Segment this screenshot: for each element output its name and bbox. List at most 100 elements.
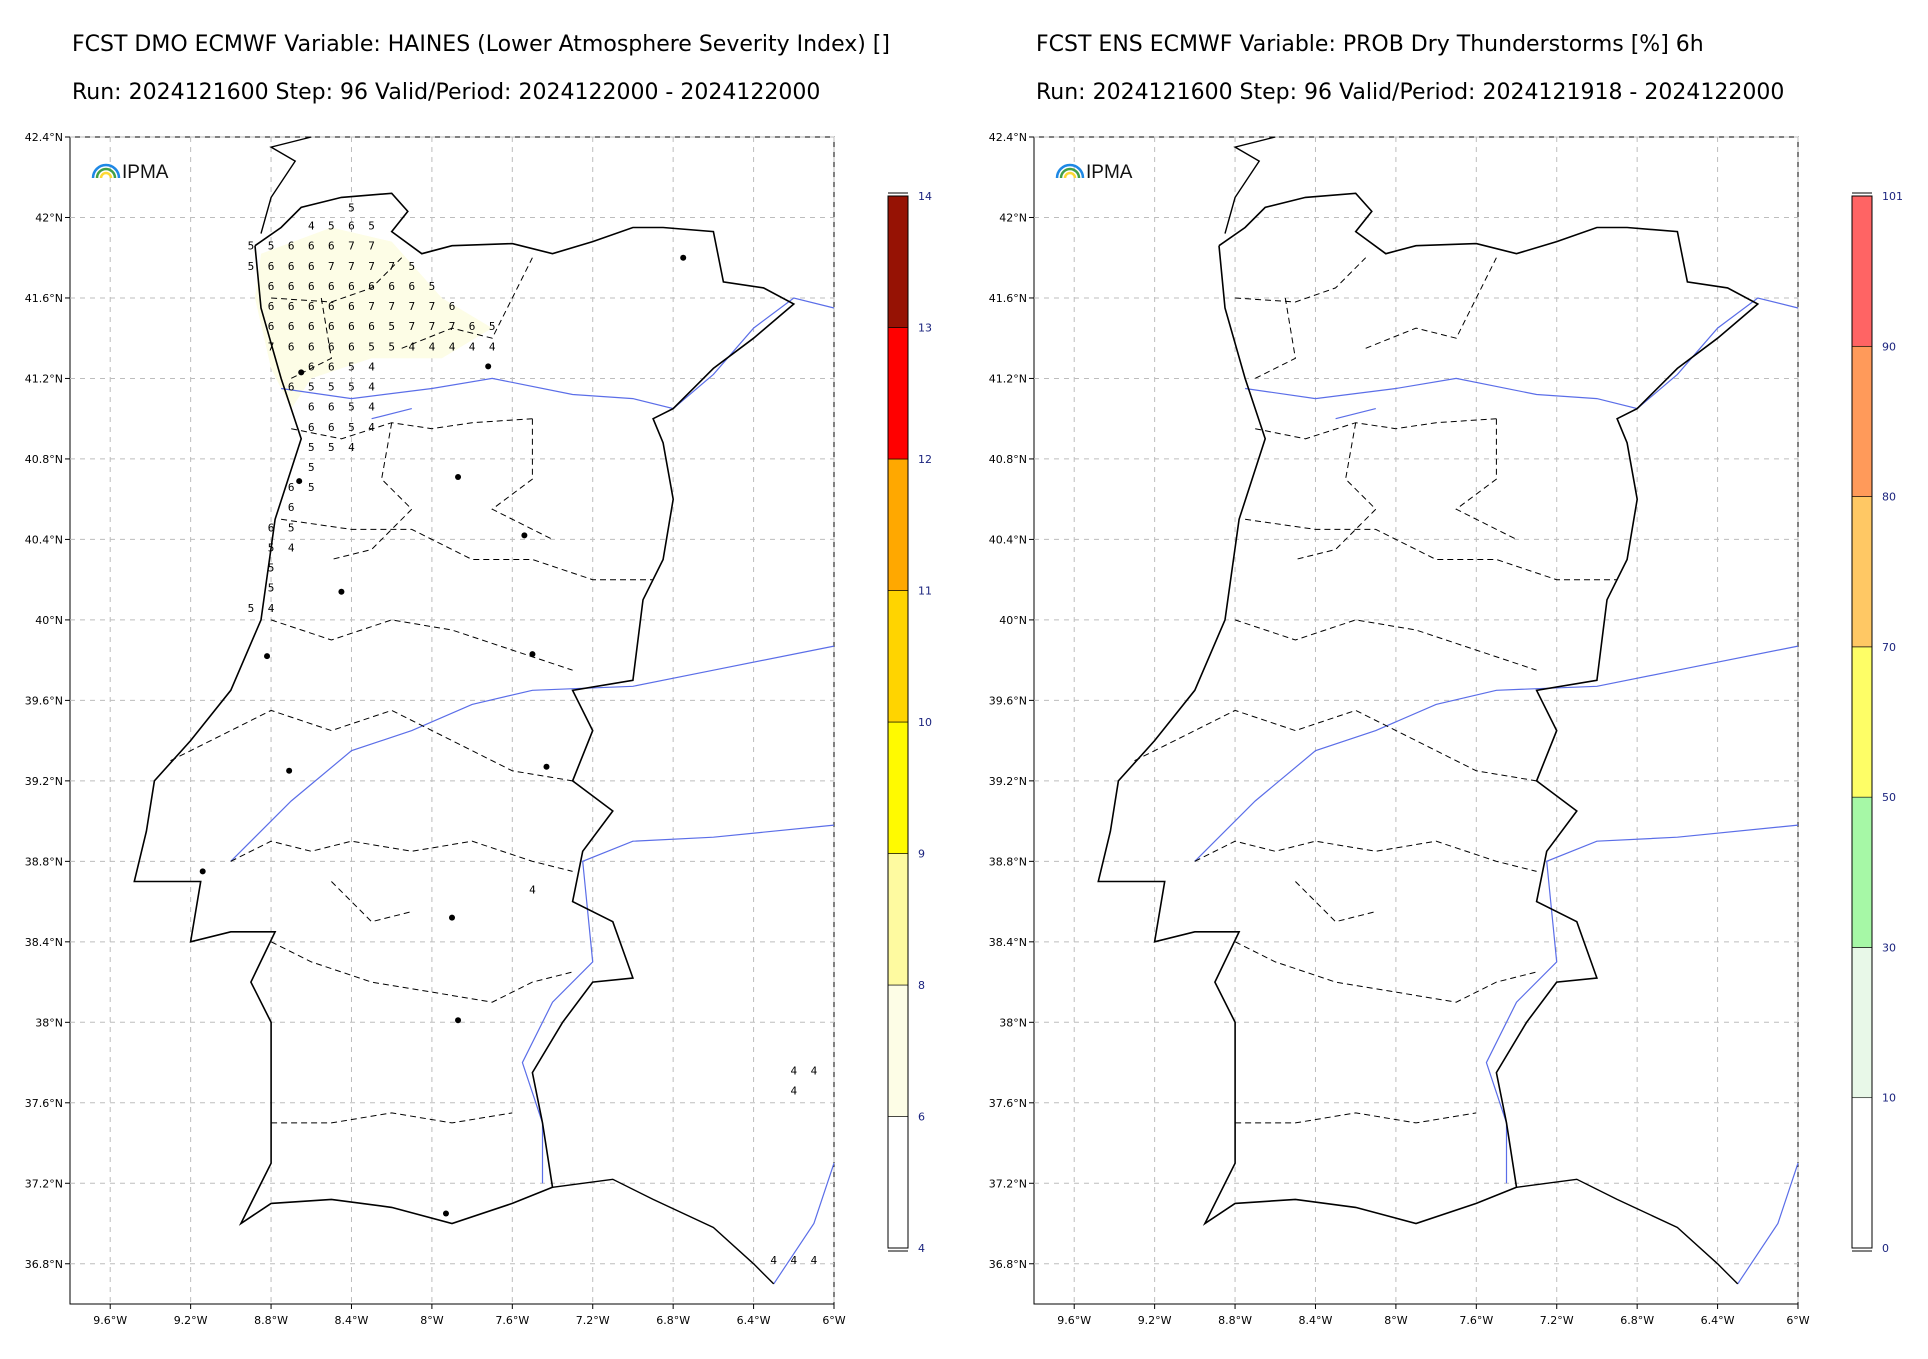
colorbar-tick-label: 9 (918, 848, 925, 861)
city-marker (485, 363, 492, 370)
colorbar-segment (887, 1116, 909, 1249)
lat-tick-label: 37.2°N (25, 1177, 63, 1190)
grid-value-label: 5 (348, 201, 355, 214)
district-boundary (1254, 297, 1296, 379)
city-marker (455, 474, 462, 481)
lat-tick-label: 42°N (999, 211, 1027, 224)
colorbar-tick-label: 8 (918, 979, 925, 992)
grid-value-label: 5 (348, 381, 355, 394)
panel-title: FCST DMO ECMWF Variable: HAINES (Lower A… (72, 32, 890, 57)
colorbar-tick-label: 70 (1882, 641, 1896, 654)
grid-value-label: 7 (268, 340, 275, 353)
grid-value-label: 5 (288, 521, 295, 534)
grid-value-label: 7 (388, 260, 395, 273)
lat-tick-label: 40.8°N (989, 453, 1027, 466)
colorbar-segment (887, 853, 909, 986)
city-marker (199, 868, 206, 875)
grid-value-label: 4 (770, 1254, 777, 1267)
grid-value-label: 4 (811, 1065, 818, 1078)
colorbar-segment (887, 195, 909, 328)
grid-value-label: 4 (368, 401, 375, 414)
lon-tick-label: 6.8°W (656, 1314, 690, 1327)
lat-tick-label: 36.8°N (25, 1258, 63, 1271)
haines-panel: FCST DMO ECMWF Variable: HAINES (Lower A… (25, 32, 932, 1327)
district-boundary (491, 418, 553, 540)
city-marker (529, 651, 536, 658)
ipma-logo: IPMA (1055, 162, 1133, 183)
grid-value-label: 7 (388, 300, 395, 313)
grid-value-label: 4 (811, 1254, 818, 1267)
grid-value-label: 5 (308, 461, 315, 474)
grid-value-label: 6 (328, 300, 335, 313)
grid-value-label: 4 (368, 381, 375, 394)
grid-value-label: 5 (308, 481, 315, 494)
city-marker (264, 653, 271, 660)
river-line (281, 297, 835, 410)
grid-value-label: 5 (408, 260, 415, 273)
lon-tick-label: 8.4°W (335, 1314, 369, 1327)
grid-value-label: 5 (248, 260, 255, 273)
grid-value-label: 6 (308, 300, 315, 313)
grid-value-label: 5 (328, 220, 335, 233)
grid-value-label: 5 (248, 602, 255, 615)
grid-value-label: 7 (429, 320, 436, 333)
grid-value-label: 4 (449, 340, 456, 353)
grid-value-label: 7 (348, 240, 355, 253)
logo-text: IPMA (122, 162, 169, 183)
lon-tick-label: 7.6°W (495, 1314, 529, 1327)
dry-thunderstorm-map: 9.6°W 9.2°W 8.8°W 8.4°W 8°W 7.6°W 7.2°W 6.8°W 6.… (989, 131, 1903, 1327)
colorbar-tick-label: 12 (918, 453, 932, 466)
lon-tick-label: 7.6°W (1459, 1314, 1493, 1327)
portugal-border (1097, 192, 1760, 1226)
lat-tick-label: 38°N (35, 1016, 63, 1029)
grid-value-label: 4 (308, 220, 315, 233)
grid-value-label: 6 (408, 280, 415, 293)
city-marker (338, 588, 345, 595)
colorbar-tick-label: 14 (918, 190, 932, 203)
grid-value-label: 7 (328, 260, 335, 273)
grid-value-label: 4 (790, 1254, 797, 1267)
grid-value-label: 5 (328, 381, 335, 394)
grid-value-label: 7 (408, 300, 415, 313)
grid-value-label: 6 (469, 320, 476, 333)
colorbar-segment (887, 721, 909, 854)
grid-value-label: 4 (790, 1065, 797, 1078)
ipma-logo: IPMA (91, 162, 169, 183)
river-line (773, 1163, 835, 1285)
lat-tick-label: 37.2°N (989, 1177, 1027, 1190)
grid-value-label: 4 (368, 360, 375, 373)
lat-tick-label: 42.4°N (989, 131, 1027, 144)
district-boundary (170, 709, 573, 782)
grid-value-label: 6 (288, 240, 295, 253)
grid-value-label: 6 (288, 481, 295, 494)
grid-value-label: 4 (368, 421, 375, 434)
grid-value-label: 5 (368, 340, 375, 353)
lon-tick-label: 6.4°W (737, 1314, 771, 1327)
colorbar-segment (1851, 496, 1873, 648)
lon-tick-label: 6°W (822, 1314, 845, 1327)
district-boundary (1255, 418, 1497, 440)
grid-value-label: 5 (429, 280, 436, 293)
grid-value-label: 6 (308, 340, 315, 353)
grid-value-label: 5 (268, 541, 275, 554)
grid-value-label: 6 (308, 360, 315, 373)
lon-tick-label: 9.2°W (1138, 1314, 1172, 1327)
grid-value-label: 6 (308, 421, 315, 434)
grid-value-label: 6 (268, 521, 275, 534)
grid-value-label: 5 (348, 360, 355, 373)
lat-tick-label: 41.2°N (989, 372, 1027, 385)
lat-tick-label: 39.2°N (989, 775, 1027, 788)
grid-value-label: 7 (368, 240, 375, 253)
logo-arc-icon (1059, 167, 1081, 179)
dry-thunderstorm-panel: FCST ENS ECMWF Variable: PROB Dry Thunde… (964, 0, 1928, 1359)
grid-value-label: 4 (790, 1085, 797, 1098)
city-marker (296, 478, 303, 485)
district-boundary (271, 1112, 513, 1124)
grid-value-label: 6 (328, 240, 335, 253)
district-boundary (1235, 257, 1367, 303)
lat-tick-label: 42°N (35, 211, 63, 224)
grid-value-label: 5 (308, 381, 315, 394)
colorbar-frame (887, 195, 909, 1249)
logo-text: IPMA (1086, 162, 1133, 183)
grid-value-label: 6 (288, 300, 295, 313)
